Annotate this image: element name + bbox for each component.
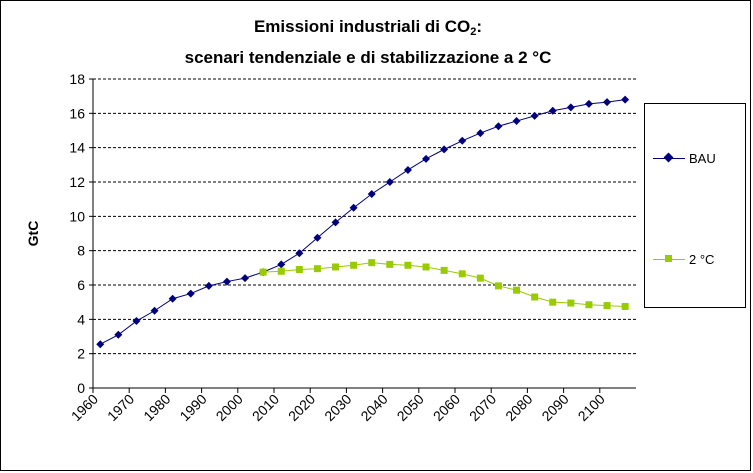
data-point-bau (403, 165, 412, 174)
data-point-2c (458, 270, 466, 278)
x-tick-label: 2080 (502, 391, 535, 424)
data-point-bau (385, 178, 394, 186)
data-point-2c (585, 301, 593, 309)
data-point-2c (603, 302, 611, 310)
x-tick-label: 2010 (249, 391, 282, 424)
legend-swatch-bau (653, 151, 685, 165)
diamond-marker-icon (663, 152, 674, 163)
data-point-2c (621, 302, 629, 310)
data-point-2c (259, 268, 267, 276)
data-point-bau (204, 281, 213, 290)
data-point-2c (567, 299, 575, 307)
data-point-bau (603, 98, 612, 107)
y-tick-label: 10 (69, 208, 85, 224)
data-point-2c (494, 282, 502, 290)
data-point-bau (476, 129, 485, 138)
x-tick-label: 2040 (357, 391, 390, 424)
data-point-bau (494, 122, 503, 131)
chart-subtitle: scenari tendenziale e di stabilizzazione… (184, 48, 552, 67)
data-point-2c (295, 266, 303, 274)
data-point-bau (367, 190, 376, 199)
data-point-2c (422, 263, 430, 271)
data-point-bau (349, 203, 358, 212)
data-point-bau (313, 233, 322, 242)
data-point-bau (168, 294, 177, 303)
y-axis-title: GtC (25, 221, 41, 247)
chart-title-colon: : (476, 17, 483, 36)
data-point-2c (440, 266, 448, 274)
data-point-bau (295, 249, 304, 258)
data-point-bau (530, 111, 539, 120)
data-point-bau (96, 340, 105, 349)
data-point-bau (440, 145, 449, 154)
series-line-0 (100, 99, 626, 345)
data-point-bau (566, 103, 575, 112)
data-point-bau (222, 277, 231, 286)
data-point-bau (548, 106, 557, 115)
square-marker-icon (665, 255, 672, 262)
x-tick-label: 2100 (575, 391, 608, 424)
data-point-2c (332, 263, 340, 271)
x-tick-label: 2020 (285, 391, 318, 424)
y-tick-label: 14 (69, 140, 85, 156)
data-point-bau (114, 330, 123, 339)
x-tick-label: 2000 (213, 391, 246, 424)
y-tick-label: 6 (77, 277, 85, 293)
series-layer (96, 95, 630, 349)
x-tick-label: 1960 (68, 391, 101, 424)
legend-label-2c: 2 °C (689, 251, 715, 267)
y-tick-label: 18 (69, 71, 85, 87)
y-tick-label: 0 (77, 380, 85, 396)
data-point-2c (350, 261, 358, 269)
y-tick-label: 12 (69, 174, 85, 190)
chart-title-main: Emissioni industriali di CO (253, 17, 471, 36)
y-tick-label: 4 (77, 311, 85, 327)
data-point-2c (531, 293, 539, 301)
data-point-bau (621, 95, 630, 104)
x-tick-label: 1990 (176, 391, 209, 424)
data-point-2c (386, 260, 394, 268)
y-tick-label: 16 (69, 105, 85, 121)
legend-label-bau: BAU (689, 150, 716, 166)
chart-title: Emissioni industriali di CO2: scenari te… (90, 14, 646, 71)
y-tick-label: 2 (77, 346, 85, 362)
data-point-bau (331, 218, 340, 227)
legend-swatch-2c (653, 252, 685, 266)
x-tick-label: 2090 (538, 391, 571, 424)
data-point-2c (513, 286, 521, 294)
x-tick-label: 2060 (430, 391, 463, 424)
data-point-bau (512, 117, 521, 126)
data-point-bau (241, 274, 250, 283)
y-tick-label: 8 (77, 243, 85, 259)
data-point-2c (313, 265, 321, 273)
x-tick-label: 2070 (466, 391, 499, 424)
x-tick-label: 2030 (321, 391, 354, 424)
data-point-bau (150, 306, 159, 315)
legend-item-bau: BAU (653, 150, 716, 166)
data-point-bau (584, 99, 593, 108)
data-point-2c (476, 274, 484, 282)
chart-title-subscript: 2 (470, 26, 477, 38)
data-point-2c (368, 259, 376, 267)
data-point-bau (186, 289, 195, 298)
data-point-2c (404, 261, 412, 269)
data-point-bau (277, 260, 286, 269)
axes (89, 78, 636, 393)
x-tick-label: 2050 (394, 391, 427, 424)
data-point-2c (549, 298, 557, 306)
x-tick-label: 1980 (140, 391, 173, 424)
legend: BAU 2 °C (644, 103, 746, 308)
data-point-2c (277, 267, 285, 275)
gridlines (93, 78, 636, 355)
chart-title-line1: Emissioni industriali di CO2: (90, 14, 646, 45)
data-point-bau (422, 154, 431, 163)
legend-item-2c: 2 °C (653, 251, 714, 267)
x-tick-label: 1970 (104, 391, 137, 424)
data-point-bau (458, 136, 467, 145)
data-point-bau (132, 317, 141, 326)
